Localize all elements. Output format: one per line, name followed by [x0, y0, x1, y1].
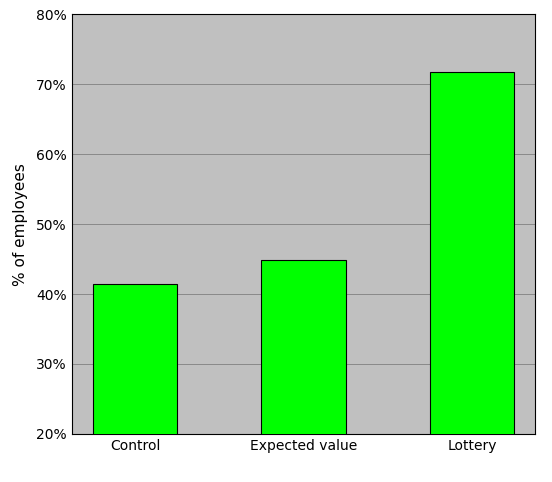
Bar [430, 72, 514, 482]
Bar [93, 283, 177, 482]
Y-axis label: % of employees: % of employees [13, 163, 28, 285]
Bar [262, 260, 346, 482]
